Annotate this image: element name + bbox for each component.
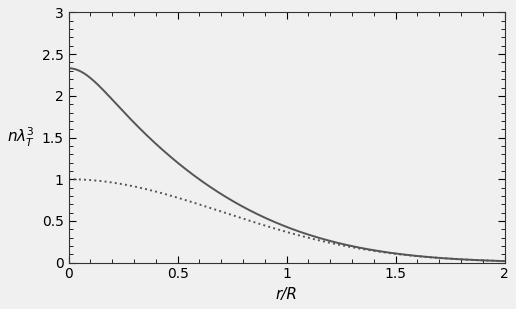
Y-axis label: $n\lambda_T^3$: $n\lambda_T^3$ [7,126,35,149]
X-axis label: r/R: r/R [276,287,298,302]
